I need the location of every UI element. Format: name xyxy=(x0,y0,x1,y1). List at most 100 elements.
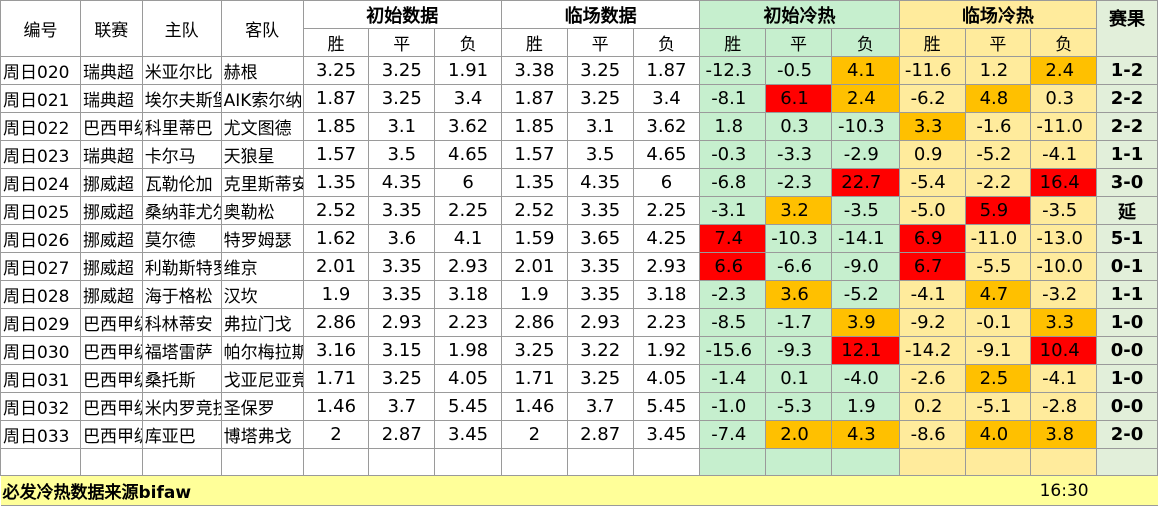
table-row[interactable]: 周日022巴西甲级科里蒂巴尤文图德1.853.13.621.853.13.621… xyxy=(0,112,1158,141)
initial-odds-draw: 3.35 xyxy=(368,196,436,225)
closing-heat-lose: 16.4 xyxy=(1030,168,1098,197)
table-row[interactable]: 周日032巴西甲级米内罗竞技圣保罗1.463.75.451.463.75.45-… xyxy=(0,392,1158,421)
initial-odds-win: 1.87 xyxy=(302,84,370,113)
initial-odds-lose: 4.65 xyxy=(434,140,502,169)
match-result: 0-0 xyxy=(1096,392,1158,421)
closing-heat-draw: -5.5 xyxy=(964,252,1032,281)
table-row[interactable]: 周日021瑞典超埃尔夫斯堡AIK索尔纳1.873.253.41.873.253.… xyxy=(0,84,1158,113)
closing-heat-lose: -4.1 xyxy=(1030,140,1098,169)
initial-heat-draw: -9.3 xyxy=(765,336,832,365)
initial-heat-draw: 6.1 xyxy=(765,84,832,113)
closing-odds-win: 1.87 xyxy=(500,84,568,113)
initial-heat-draw: -3.3 xyxy=(765,140,832,169)
table-row[interactable]: 周日027挪威超利勒斯特罗姆维京2.013.352.932.013.352.93… xyxy=(0,252,1158,281)
away-team: 天狼星 xyxy=(220,140,304,169)
closing-heat-win: 0.9 xyxy=(898,140,966,169)
closing-odds-win: 2.86 xyxy=(500,308,568,337)
initial-odds-draw: 3.15 xyxy=(368,336,436,365)
closing-odds-draw: 3.5 xyxy=(566,140,634,169)
initial-odds-lose: 2.23 xyxy=(434,308,502,337)
closing-odds-win: 1.85 xyxy=(500,112,568,141)
closing-heat-draw: 4.0 xyxy=(964,420,1032,449)
empty-cell xyxy=(302,448,370,476)
league-name: 巴西甲级 xyxy=(79,308,143,337)
table-row[interactable]: 周日030巴西甲级福塔雷萨帕尔梅拉斯3.163.151.983.253.221.… xyxy=(0,336,1158,365)
match-result: 1-0 xyxy=(1096,308,1158,337)
initial-odds-draw: 3.25 xyxy=(368,56,436,85)
closing-odds-lose: 1.87 xyxy=(632,56,701,85)
initial-heat-lose: 2.4 xyxy=(830,84,900,113)
initial-heat-draw: 2.0 xyxy=(765,420,832,449)
table-row[interactable]: 周日028 挪威超 海于格松 汉坎 1.9 3.35 3.18 1.9 3.35 3.18 -2.3… xyxy=(0,280,1158,309)
league-name: 挪威超 xyxy=(79,224,143,253)
match-id: 周日024 xyxy=(0,168,81,197)
home-team: 科林蒂安 xyxy=(141,308,222,337)
home-team: 米内罗竞技 xyxy=(141,392,222,421)
match-id: 周日030 xyxy=(0,336,81,365)
closing-heat-lose: -10.0 xyxy=(1030,252,1098,281)
initial-odds-draw: 2.87 xyxy=(368,420,436,449)
initial-heat-lose: 12.1 xyxy=(830,336,900,365)
initial-odds-lose: 4.05 xyxy=(434,364,502,393)
table-row[interactable]: 周日020 瑞典超 米亚尔比 赫根 3.25 3.25 1.91 3.38 3.25 1.87 -1… xyxy=(0,56,1158,85)
initial-heat-draw: -1.7 xyxy=(765,308,832,337)
table-row[interactable]: 周日033巴西甲级库亚巴博塔弗戈22.873.4522.873.45-7.42.… xyxy=(0,420,1158,449)
empty-cell xyxy=(898,448,966,476)
closing-heat-draw: -9.1 xyxy=(964,336,1032,365)
empty-cell xyxy=(1030,448,1098,476)
empty-cell xyxy=(1096,475,1158,506)
blank-row xyxy=(0,448,1158,476)
away-team: 特罗姆瑟 xyxy=(220,224,304,253)
initial-heat-lose: -9.0 xyxy=(830,252,900,281)
closing-heat-win: 0.2 xyxy=(898,392,966,421)
initial-heat-win: -2.3 xyxy=(699,280,767,309)
match-id: 周日032 xyxy=(0,392,81,421)
initial-odds-draw: 3.25 xyxy=(368,364,436,393)
initial-odds-draw: 3.5 xyxy=(368,140,436,169)
subheader-iheat-lose: 负 xyxy=(830,28,900,57)
away-team: 奥勒松 xyxy=(220,196,304,225)
closing-odds-draw: 3.35 xyxy=(566,280,634,309)
footer-row: 必发冷热数据来源bifaw 16:30 xyxy=(0,475,1158,506)
closing-odds-win: 1.35 xyxy=(500,168,568,197)
closing-heat-draw: 1.2 xyxy=(964,56,1032,85)
away-team: 帕尔梅拉斯 xyxy=(220,336,304,365)
match-result: 3-0 xyxy=(1096,168,1158,197)
closing-odds-draw: 3.25 xyxy=(566,364,634,393)
closing-odds-lose: 3.45 xyxy=(632,420,701,449)
closing-odds-win: 1.57 xyxy=(500,140,568,169)
initial-odds-win: 2.86 xyxy=(302,308,370,337)
table-row[interactable]: 周日029巴西甲级科林蒂安弗拉门戈2.862.932.232.862.932.2… xyxy=(0,308,1158,337)
closing-odds-lose: 2.25 xyxy=(632,196,701,225)
table-row[interactable]: 周日026 挪威超 莫尔德 特罗姆瑟 1.62 3.6 4.1 1.59 3.65 4.25 7.4… xyxy=(0,224,1158,253)
away-team: 弗拉门戈 xyxy=(220,308,304,337)
table-row[interactable]: 周日024挪威超瓦勒伦加克里斯蒂安松1.354.3561.354.356-6.8… xyxy=(0,168,1158,197)
closing-heat-win: -11.6 xyxy=(898,56,966,85)
header-id: 编号 xyxy=(0,0,81,57)
match-id: 周日022 xyxy=(0,112,81,141)
match-result: 5-1 xyxy=(1096,224,1158,253)
initial-odds-draw: 2.93 xyxy=(368,308,436,337)
initial-heat-lose: 1.9 xyxy=(830,392,900,421)
closing-heat-lose: -2.8 xyxy=(1030,392,1098,421)
league-name: 瑞典超 xyxy=(79,140,143,169)
closing-odds-draw: 3.22 xyxy=(566,336,634,365)
table-row[interactable]: 周日031巴西甲级桑托斯戈亚尼亚竞技1.713.254.051.713.254.… xyxy=(0,364,1158,393)
table-row[interactable]: 周日023 瑞典超 卡尔马 天狼星 1.57 3.5 4.65 1.57 3.5 4.65 -0.3… xyxy=(0,140,1158,169)
initial-heat-win: -15.6 xyxy=(699,336,767,365)
initial-odds-draw: 3.25 xyxy=(368,84,436,113)
empty-cell xyxy=(500,448,568,476)
initial-odds-win: 1.71 xyxy=(302,364,370,393)
initial-heat-win: 6.6 xyxy=(699,252,767,281)
away-team: 克里斯蒂安松 xyxy=(220,168,304,197)
initial-odds-win: 1.85 xyxy=(302,112,370,141)
home-team: 埃尔夫斯堡 xyxy=(141,84,222,113)
initial-heat-draw: -2.3 xyxy=(765,168,832,197)
initial-heat-win: -0.3 xyxy=(699,140,767,169)
closing-heat-win: -9.2 xyxy=(898,308,966,337)
closing-heat-win: -4.1 xyxy=(898,280,966,309)
table-row[interactable]: 周日025挪威超桑纳菲尤尔奥勒松2.523.352.252.523.352.25… xyxy=(0,196,1158,225)
closing-odds-win: 2.01 xyxy=(500,252,568,281)
match-id: 周日026 xyxy=(0,224,81,253)
closing-heat-win: -8.6 xyxy=(898,420,966,449)
